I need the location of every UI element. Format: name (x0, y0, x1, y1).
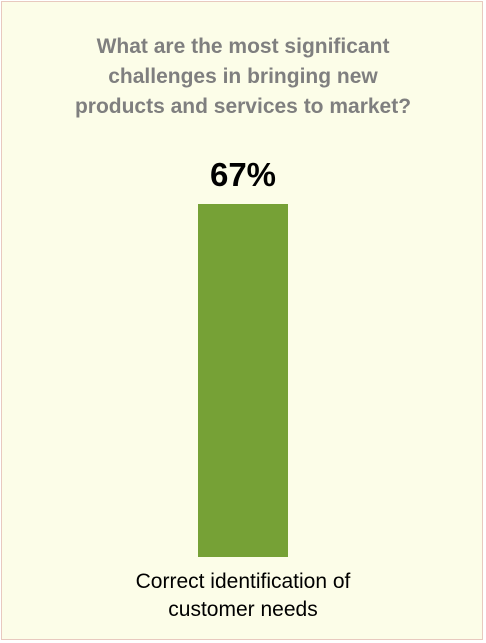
category-label-line-1: Correct identification of (135, 570, 351, 593)
chart-title: What are the most significant challenges… (2, 32, 484, 122)
chart-title-line-3: products and services to market? (74, 95, 412, 118)
bar-correct-identification (198, 204, 288, 557)
bar-chart: 67% (198, 156, 288, 557)
chart-title-line-1: What are the most significant (96, 35, 390, 58)
category-label: Correct identification of customer needs (2, 568, 484, 624)
category-label-line-2: customer needs (168, 598, 318, 621)
chart-title-line-2: challenges in bringing new (108, 65, 378, 88)
data-label-correct-identification: 67% (210, 156, 276, 193)
